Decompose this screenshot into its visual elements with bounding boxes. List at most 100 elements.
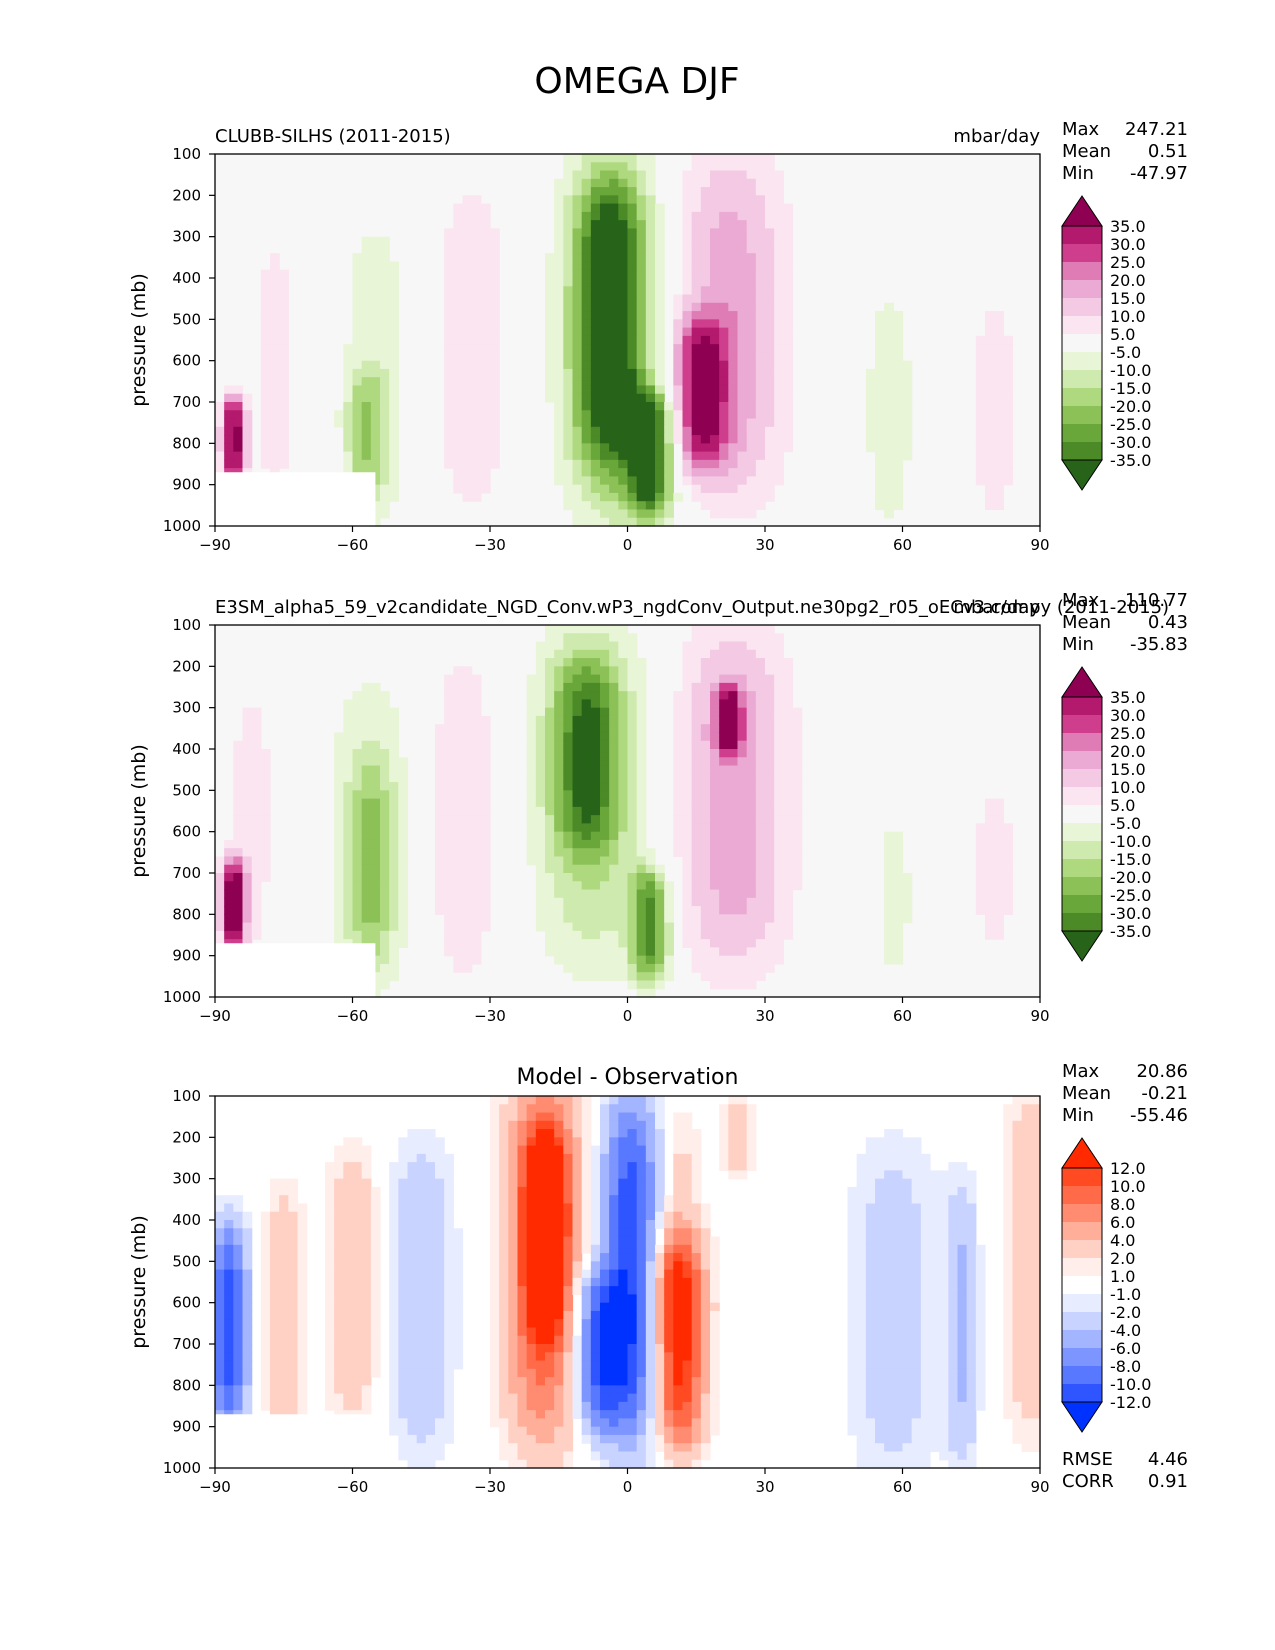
contour-cell (462, 426, 473, 436)
contour-cell (499, 1211, 509, 1221)
contour-cell (444, 410, 454, 420)
contour-cell (444, 319, 454, 329)
contour-cell (554, 1286, 564, 1295)
contour-cell (370, 459, 381, 469)
contour-cell (215, 1385, 225, 1395)
contour-cell (508, 1302, 519, 1312)
contour-cell (260, 823, 271, 833)
contour-cell (270, 360, 280, 370)
contour-cell (627, 344, 638, 353)
contour-cell (233, 1269, 244, 1279)
contour-cell (453, 823, 464, 833)
contour-cell (774, 286, 784, 296)
contour-cell (600, 1145, 610, 1155)
contour-cell (664, 963, 674, 973)
contour-cell (893, 848, 904, 858)
contour-cell (600, 228, 610, 238)
colorbar-tick-label: -10.0 (1110, 832, 1151, 851)
contour-cell (765, 459, 775, 469)
contour-cell (444, 806, 454, 816)
contour-cell (664, 906, 674, 915)
contour-cell (444, 1269, 454, 1279)
contour-cell (682, 261, 693, 271)
y-tick-label: 500 (172, 310, 201, 328)
contour-cell (636, 782, 647, 791)
contour-cell (645, 311, 656, 320)
contour-cell (526, 831, 537, 841)
contour-cell (480, 360, 491, 370)
contour-cell (1003, 881, 1014, 891)
contour-cell (260, 459, 271, 469)
contour-cell (260, 1228, 271, 1238)
contour-cell (755, 691, 766, 700)
contour-cell (1003, 352, 1014, 362)
contour-cell (710, 352, 720, 362)
contour-cell (416, 1170, 427, 1180)
contour-cell (710, 963, 720, 973)
contour-cell (618, 889, 629, 899)
contour-cell (343, 1401, 354, 1411)
contour-cell (985, 922, 995, 932)
contour-cell (710, 311, 720, 320)
contour-cell (554, 1145, 564, 1155)
contour-cell (609, 1294, 619, 1304)
contour-cell (618, 459, 629, 469)
contour-cell (975, 897, 986, 907)
contour-cell (545, 1253, 555, 1262)
contour-cell (581, 1310, 592, 1320)
contour-cell (334, 1368, 344, 1378)
contour-cell (480, 806, 491, 816)
contour-cell (297, 1228, 308, 1238)
contour-cell (398, 1244, 409, 1254)
contour-cell (985, 352, 995, 362)
contour-cell (462, 930, 473, 940)
contour-cell (875, 443, 885, 453)
contour-cell (719, 641, 729, 651)
contour-cell (618, 757, 629, 767)
contour-cell (343, 889, 354, 899)
contour-cell (242, 848, 253, 858)
contour-cell (581, 1360, 592, 1370)
x-tick-label: 60 (893, 1007, 912, 1025)
contour-cell (673, 319, 684, 329)
contour-cell (737, 335, 748, 345)
contour-cell (572, 839, 583, 849)
contour-cell (389, 839, 399, 849)
contour-cell (645, 162, 656, 172)
contour-cell (526, 798, 537, 808)
contour-cell (655, 955, 665, 965)
contour-cell (590, 1236, 601, 1246)
contour-cell (233, 856, 244, 866)
contour-cell (636, 451, 647, 461)
contour-cell (545, 1401, 555, 1411)
contour-cell (737, 195, 748, 205)
contour-cell (554, 377, 564, 387)
contour-cell (352, 352, 363, 362)
contour-cell (682, 724, 693, 734)
colorbar-segment (1062, 388, 1102, 406)
contour-cell (416, 1195, 427, 1205)
contour-cell (774, 195, 784, 205)
contour-cell (435, 848, 445, 858)
contour-cell (563, 1253, 574, 1262)
contour-cell (719, 195, 729, 205)
contour-cell (343, 699, 354, 709)
contour-cell (902, 443, 913, 453)
contour-cell (361, 319, 372, 329)
contour-cell (774, 682, 784, 692)
contour-cell (535, 1451, 546, 1461)
contour-cell (499, 1385, 509, 1395)
contour-cell (590, 625, 601, 634)
contour-cell (682, 236, 693, 246)
contour-cell (260, 1368, 271, 1378)
contour-cell (233, 1368, 244, 1378)
contour-cell (581, 302, 592, 312)
contour-cell (453, 426, 464, 436)
contour-cell (609, 368, 619, 378)
contour-cell (902, 377, 913, 387)
contour-cell (380, 311, 390, 320)
contour-cell (462, 311, 473, 320)
contour-cell (581, 335, 592, 345)
contour-cell (783, 426, 794, 436)
contour-cell (719, 914, 729, 924)
